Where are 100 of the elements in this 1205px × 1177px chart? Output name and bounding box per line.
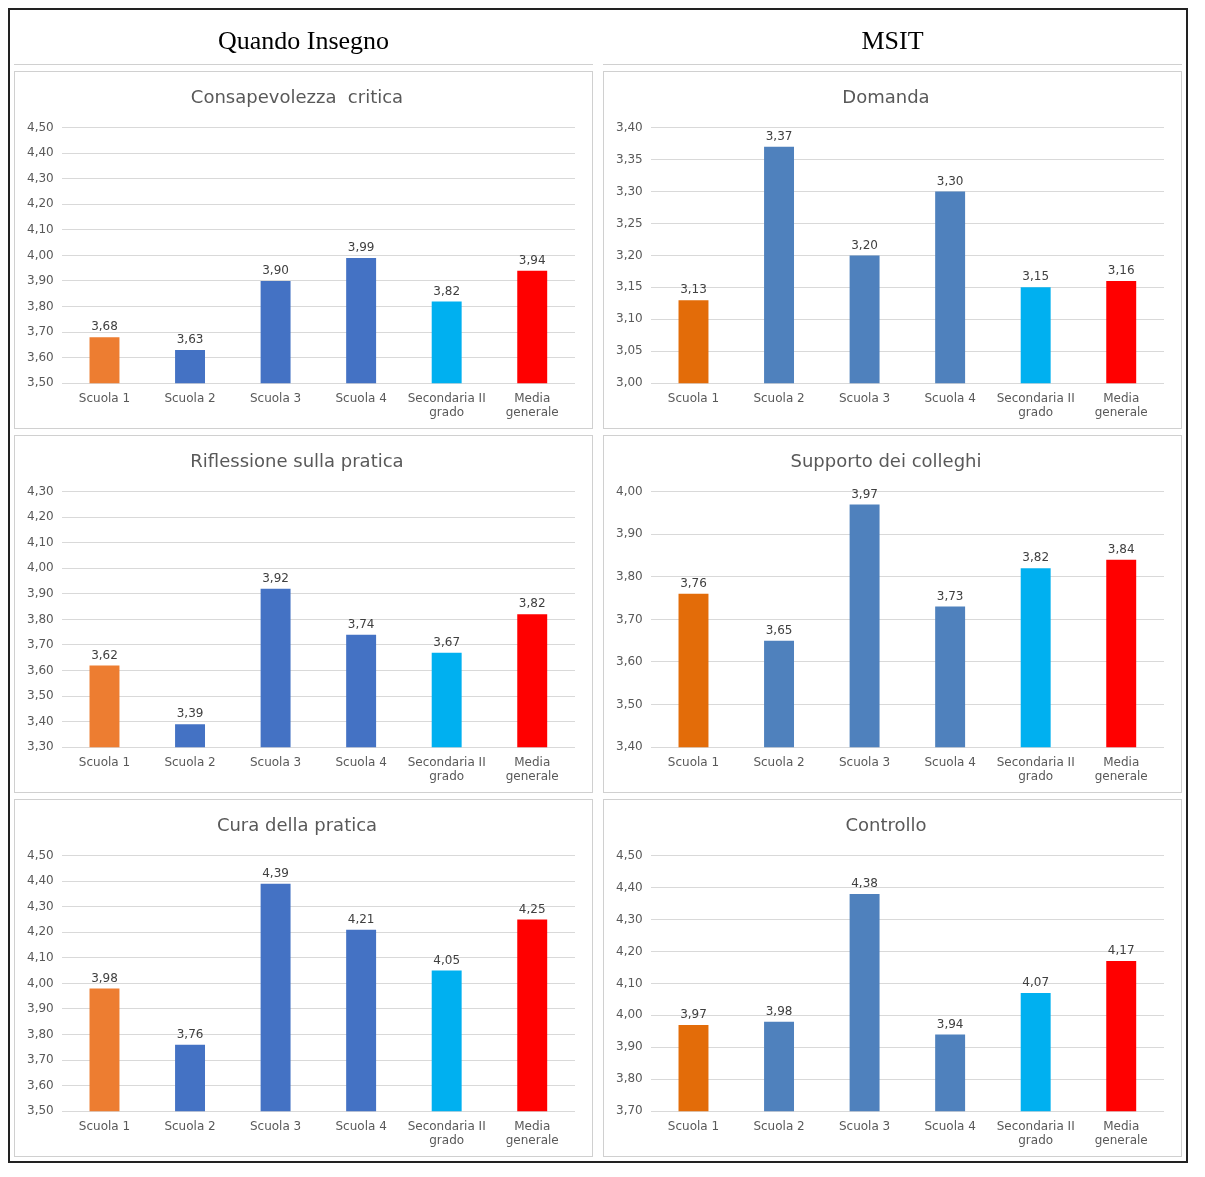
chart-title: Riflessione sulla pratica <box>190 450 404 472</box>
data-label: 4,38 <box>851 876 878 891</box>
data-label: 3,82 <box>1022 550 1050 565</box>
y-tick-label: 3,50 <box>27 375 54 390</box>
x-tick-label: Scuola 2 <box>753 754 805 769</box>
x-tick-label: Scuola 2 <box>164 1118 216 1133</box>
y-tick-label: 3,40 <box>616 739 643 754</box>
chart-title: Cura della pratica <box>216 814 378 836</box>
x-tick-label: Secondaria II grado <box>996 390 1075 419</box>
x-tick-label: Scuola 3 <box>249 1118 302 1133</box>
x-tick-label: Scuola 1 <box>78 754 131 769</box>
y-tick-label: 3,70 <box>27 637 54 652</box>
x-tick-label: Secondaria II grado <box>407 754 486 783</box>
data-label: 3,20 <box>851 237 878 252</box>
y-tick-label: 3,40 <box>27 713 54 728</box>
y-tick-label: 3,50 <box>27 1103 54 1118</box>
y-tick-label: 3,15 <box>616 279 643 294</box>
y-tick-label: 4,00 <box>27 247 54 262</box>
y-tick-label: 3,35 <box>616 151 643 166</box>
data-label: 3,65 <box>765 622 793 637</box>
data-label: 3,39 <box>176 706 204 721</box>
y-tick-label: 3,90 <box>27 585 54 600</box>
data-label: 4,39 <box>262 865 289 880</box>
x-tick-label: Scuola 4 <box>924 1118 976 1133</box>
y-tick-label: 3,70 <box>27 1052 54 1067</box>
x-tick-label: Scuola 3 <box>838 390 891 405</box>
y-tick-label: 4,20 <box>616 943 643 958</box>
y-tick-label: 3,70 <box>616 1103 643 1118</box>
y-tick-label: 3,30 <box>616 183 643 198</box>
data-label: 3,63 <box>176 332 204 347</box>
y-tick-label: 3,60 <box>27 1077 54 1092</box>
y-tick-label: 3,05 <box>616 343 643 358</box>
y-tick-label: 3,90 <box>616 526 643 541</box>
data-label: 4,05 <box>433 952 461 967</box>
x-tick-label: Media generale <box>505 754 559 783</box>
y-tick-label: 3,00 <box>616 375 643 390</box>
x-tick-label: Scuola 1 <box>667 390 720 405</box>
x-tick-label: Media generale <box>1094 390 1148 419</box>
data-label: 4,07 <box>1022 975 1050 990</box>
chart-title: Controllo <box>845 814 927 836</box>
y-tick-label: 3,20 <box>616 247 643 262</box>
y-tick-label: 3,90 <box>27 1001 54 1016</box>
data-label: 3,68 <box>91 319 118 334</box>
y-tick-label: 4,10 <box>27 534 54 549</box>
y-tick-label: 4,20 <box>27 509 54 524</box>
data-label: 3,98 <box>91 970 118 985</box>
data-label: 3,30 <box>936 173 964 188</box>
x-tick-label: Scuola 3 <box>838 754 891 769</box>
x-tick-label: Scuola 4 <box>924 390 976 405</box>
y-tick-label: 4,20 <box>27 924 54 939</box>
y-tick-label: 3,25 <box>616 215 643 230</box>
x-tick-label: Scuola 2 <box>753 1118 805 1133</box>
x-tick-label: Media generale <box>1094 1118 1148 1147</box>
data-label: 3,99 <box>347 240 375 255</box>
data-label: 3,82 <box>433 283 461 298</box>
data-label: 3,94 <box>518 252 546 267</box>
data-label: 3,76 <box>176 1026 204 1041</box>
y-tick-label: 4,30 <box>27 483 54 498</box>
y-tick-label: 3,10 <box>616 311 643 326</box>
data-label: 4,17 <box>1107 943 1135 958</box>
x-tick-label: Media generale <box>1094 754 1148 783</box>
x-tick-label: Scuola 3 <box>838 1118 891 1133</box>
data-label: 4,25 <box>518 901 546 916</box>
y-tick-label: 3,50 <box>616 696 643 711</box>
data-label: 3,97 <box>680 1007 707 1022</box>
text: MSIT <box>603 14 1182 65</box>
y-tick-label: 3,80 <box>27 611 54 626</box>
y-tick-label: 3,80 <box>27 1026 54 1041</box>
y-tick-label: 4,00 <box>27 560 54 575</box>
x-tick-label: Media generale <box>505 390 559 419</box>
y-tick-label: 3,60 <box>27 662 54 677</box>
data-label: 3,74 <box>347 616 375 631</box>
y-tick-label: 3,90 <box>616 1039 643 1054</box>
y-tick-label: 3,70 <box>616 611 643 626</box>
chart-title: Supporto dei colleghi <box>790 450 982 472</box>
y-tick-label: 4,40 <box>616 879 643 894</box>
data-label: 3,67 <box>433 634 461 649</box>
y-tick-label: 4,30 <box>616 911 643 926</box>
y-tick-label: 3,80 <box>27 298 54 313</box>
data-label: 3,92 <box>262 570 289 585</box>
y-tick-label: 4,00 <box>616 1007 643 1022</box>
y-tick-label: 3,50 <box>27 688 54 703</box>
y-tick-label: 3,40 <box>616 119 643 134</box>
y-tick-label: 4,40 <box>27 145 54 160</box>
y-tick-label: 3,30 <box>27 739 54 754</box>
x-tick-label: Secondaria II grado <box>407 390 486 419</box>
y-tick-label: 4,00 <box>616 483 643 498</box>
y-tick-label: 4,20 <box>27 196 54 211</box>
data-label: 3,13 <box>680 282 707 297</box>
y-tick-label: 4,30 <box>27 170 54 185</box>
x-tick-label: Scuola 4 <box>335 1118 387 1133</box>
x-tick-label: Scuola 2 <box>164 754 216 769</box>
x-tick-label: Scuola 3 <box>249 390 302 405</box>
data-label: 3,37 <box>765 128 793 143</box>
y-tick-label: 4,10 <box>27 949 54 964</box>
x-tick-label: Scuola 1 <box>78 390 131 405</box>
y-tick-label: 3,60 <box>616 654 643 669</box>
x-tick-label: Scuola 4 <box>335 390 387 405</box>
data-label: 3,62 <box>91 647 118 662</box>
data-label: 3,15 <box>1022 269 1050 284</box>
